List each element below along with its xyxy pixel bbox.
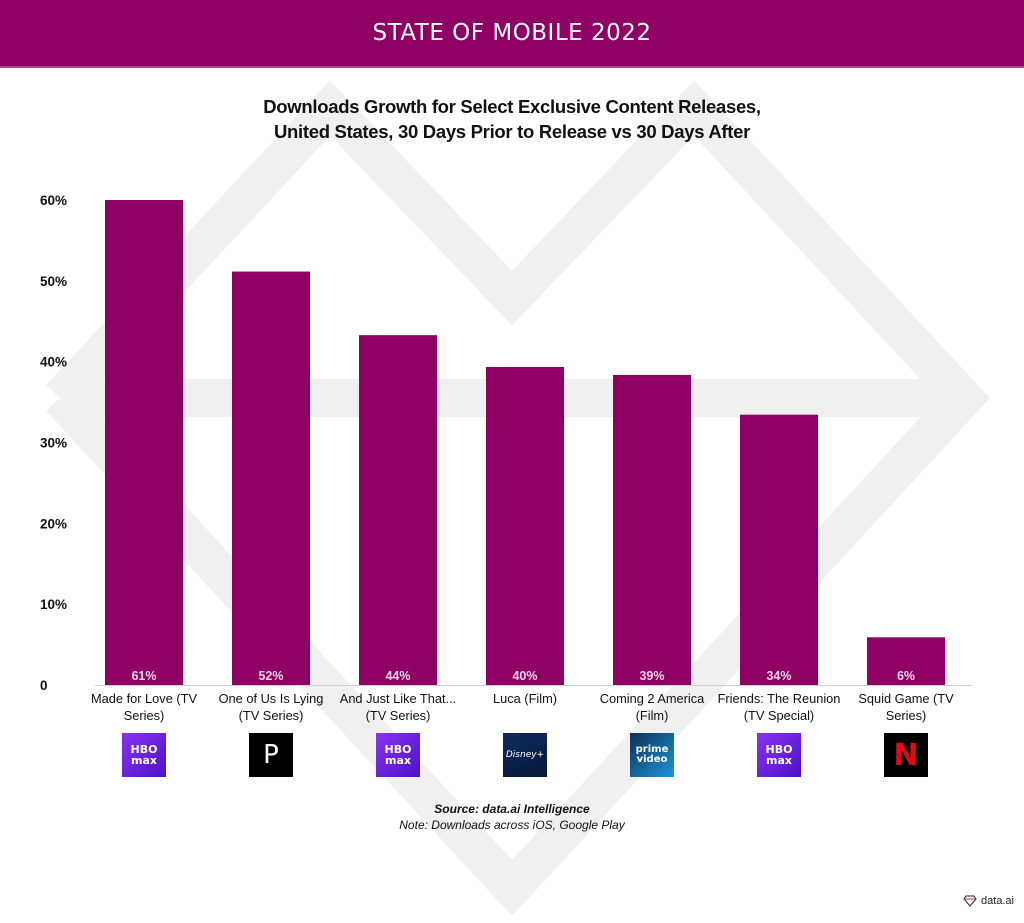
bar-value-label: 39% (639, 669, 664, 683)
category-label-line: (TV Special) (743, 708, 815, 723)
category-label-line: (TV Series) (365, 708, 431, 723)
peacock-logo-icon: P (249, 733, 293, 777)
title-line-1: Downloads Growth for Select Exclusive Co… (263, 96, 761, 117)
source-note: Source: data.ai Intelligence Note: Downl… (0, 801, 1024, 833)
header-banner: STATE OF MOBILE 2022 (0, 0, 1024, 68)
hbo-max-logo-icon: HBO max (376, 733, 420, 777)
bar (867, 637, 945, 685)
bar-value-label: 44% (385, 669, 410, 683)
y-tick-label: 60% (40, 193, 67, 208)
category-label: One of Us Is Lying (TV Series) (206, 690, 336, 724)
y-tick-label: 10% (40, 597, 67, 612)
hbo-max-logo-icon: HBO max (122, 733, 166, 777)
bar (232, 271, 310, 685)
category-label-line: Squid Game (TV (858, 691, 954, 706)
brand-name: data.ai (980, 895, 1014, 907)
category-label: Squid Game (TV Series) (841, 690, 971, 724)
netflix-logo-icon: N (884, 733, 928, 777)
category-label-line: And Just Like That... (339, 691, 457, 706)
category-label: Luca (Film) (460, 690, 590, 707)
disney-plus-logo-icon: Disney+ (503, 733, 547, 777)
category-label: Friends: The Reunion (TV Special) (714, 690, 844, 724)
category-label-line: Made for Love (TV (91, 691, 197, 706)
bar (105, 200, 183, 685)
y-tick-label: 30% (40, 436, 67, 451)
category-label-line: Series) (885, 708, 927, 723)
category-label-line: (TV Series) (238, 708, 304, 723)
y-tick-label: 20% (40, 516, 67, 531)
bars: 61% 52% 44% 40% 39% 34% 6% (105, 200, 945, 685)
bar (740, 414, 818, 685)
brand-logo: data.ai (963, 895, 1014, 907)
category-label-line: One of Us Is Lying (218, 691, 324, 706)
diamond-logo-icon (963, 895, 977, 907)
bar-value-label: 6% (897, 669, 915, 683)
category-label: Coming 2 America (Film) (587, 690, 717, 724)
bar-value-label: 34% (766, 669, 791, 683)
category-label-line: Friends: The Reunion (717, 691, 841, 706)
chart-title: Downloads Growth for Select Exclusive Co… (0, 94, 1024, 144)
title-line-2: United States, 30 Days Prior to Release … (273, 121, 751, 142)
y-tick-label: 40% (40, 355, 67, 370)
bar-value-label: 52% (258, 669, 283, 683)
category-label-line: Series) (123, 708, 165, 723)
y-tick-label: 0 (40, 678, 48, 693)
bar (359, 335, 437, 685)
category-label-line: (Film) (635, 708, 669, 723)
source-text: Source: data.ai Intelligence (434, 802, 590, 816)
y-tick-label: 50% (40, 274, 67, 289)
bar (613, 374, 691, 685)
bar-value-label: 61% (131, 669, 156, 683)
category-label: Made for Love (TV Series) (79, 690, 209, 724)
note-text: Note: Downloads across iOS, Google Play (399, 818, 625, 832)
hbo-max-logo-icon: HBO max (757, 733, 801, 777)
category-label-line: Luca (Film) (493, 691, 557, 706)
banner-title: STATE OF MOBILE 2022 (372, 20, 652, 46)
category-label: And Just Like That... (TV Series) (333, 690, 463, 724)
y-axis: 0 10% 20% 30% 40% 50% 60% (40, 193, 67, 693)
prime-video-logo-icon: prime video (630, 733, 674, 777)
bar-value-label: 40% (512, 669, 537, 683)
category-label-line: Coming 2 America (599, 691, 705, 706)
bar (486, 366, 564, 685)
